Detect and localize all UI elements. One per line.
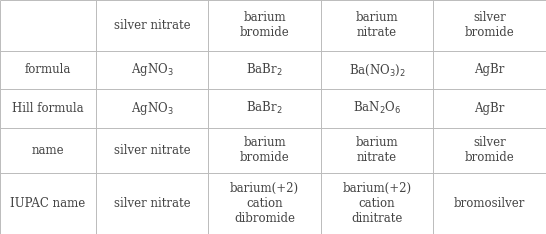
- Text: bromosilver: bromosilver: [454, 197, 525, 210]
- Text: BaN$_2$O$_6$: BaN$_2$O$_6$: [353, 100, 401, 116]
- Text: AgNO$_3$: AgNO$_3$: [130, 62, 173, 78]
- Text: name: name: [32, 144, 64, 157]
- Text: Ba(NO$_3$)$_2$: Ba(NO$_3$)$_2$: [349, 62, 406, 77]
- Text: silver
bromide: silver bromide: [465, 11, 514, 39]
- Text: silver nitrate: silver nitrate: [114, 19, 190, 32]
- Text: AgNO$_3$: AgNO$_3$: [130, 100, 173, 117]
- Text: barium(+2)
cation
dinitrate: barium(+2) cation dinitrate: [342, 182, 412, 225]
- Text: BaBr$_2$: BaBr$_2$: [246, 62, 283, 78]
- Text: barium(+2)
cation
dibromide: barium(+2) cation dibromide: [230, 182, 299, 225]
- Text: IUPAC name: IUPAC name: [10, 197, 85, 210]
- Text: barium
bromide: barium bromide: [240, 136, 289, 165]
- Text: silver nitrate: silver nitrate: [114, 144, 190, 157]
- Text: Hill formula: Hill formula: [12, 102, 84, 115]
- Text: barium
nitrate: barium nitrate: [356, 136, 399, 165]
- Text: BaBr$_2$: BaBr$_2$: [246, 100, 283, 116]
- Text: silver nitrate: silver nitrate: [114, 197, 190, 210]
- Text: AgBr: AgBr: [474, 63, 505, 77]
- Text: barium
bromide: barium bromide: [240, 11, 289, 39]
- Text: formula: formula: [25, 63, 71, 77]
- Text: barium
nitrate: barium nitrate: [356, 11, 399, 39]
- Text: AgBr: AgBr: [474, 102, 505, 115]
- Text: silver
bromide: silver bromide: [465, 136, 514, 165]
